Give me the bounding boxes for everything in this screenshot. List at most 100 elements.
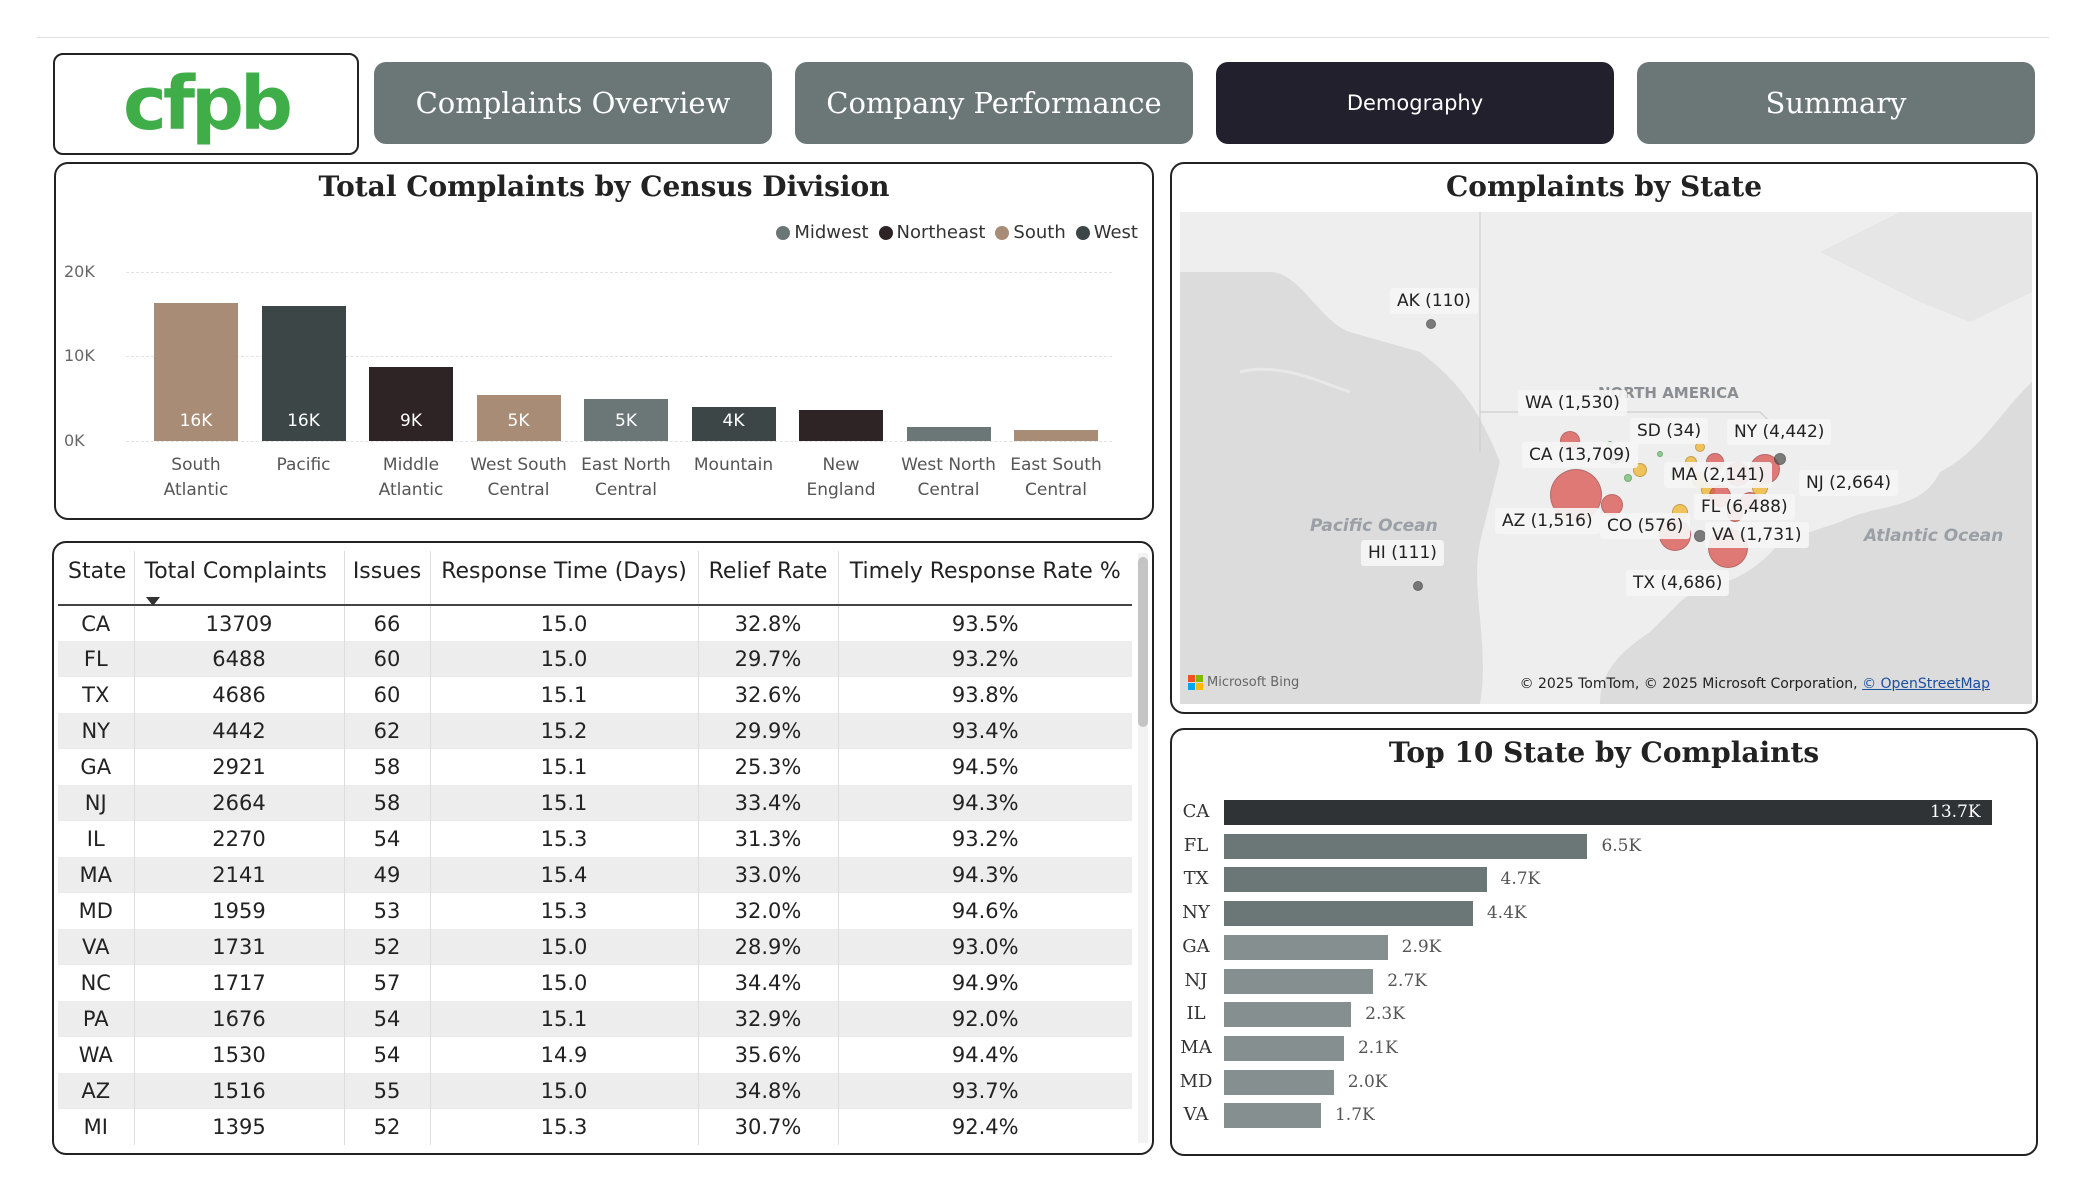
state-axis-label: MD xyxy=(1179,1070,1213,1092)
division-bar[interactable] xyxy=(1014,430,1098,441)
column-header-state[interactable]: State xyxy=(58,551,135,606)
map-label-az[interactable]: AZ (1,516) xyxy=(1495,508,1600,534)
cell-total-complaints: 13709 xyxy=(134,605,345,641)
state-bubble[interactable] xyxy=(1426,319,1436,329)
cell-total-complaints: 4686 xyxy=(134,677,345,713)
scrollbar-track[interactable] xyxy=(1138,553,1148,1143)
scrollbar-thumb[interactable] xyxy=(1138,557,1148,727)
legend-label: Northeast xyxy=(896,222,986,243)
map-label-ak[interactable]: AK (110) xyxy=(1390,288,1478,314)
cell-total-complaints: 2921 xyxy=(134,749,345,785)
state-bubble[interactable] xyxy=(1657,451,1663,457)
map-label-fl[interactable]: FL (6,488) xyxy=(1694,494,1795,520)
nav-company-performance-button[interactable]: Company Performance xyxy=(795,62,1193,144)
cell-relief-rate: 35.6% xyxy=(698,1037,839,1073)
map-label-tx[interactable]: TX (4,686) xyxy=(1626,570,1730,596)
cell-state: MA xyxy=(58,857,135,893)
top10-bar[interactable] xyxy=(1224,1103,1321,1129)
top10-panel: Top 10 State by Complaints CA 13.7K FL 6.5K… xyxy=(1170,728,2038,1156)
top10-bar[interactable] xyxy=(1224,901,1473,927)
legend-item-west[interactable]: West xyxy=(1075,222,1138,243)
map-label-ca[interactable]: CA (13,709) xyxy=(1522,442,1638,468)
nav-complaints-overview-button[interactable]: Complaints Overview xyxy=(374,62,772,144)
ocean-label-pacific: Pacific Ocean xyxy=(1310,516,1438,536)
bar-data-label: 16K xyxy=(287,411,320,431)
cell-relief-rate: 31.3% xyxy=(698,821,839,857)
table-header-row: State Total Complaints Issues Response T… xyxy=(58,551,1132,606)
state-bubble[interactable] xyxy=(1413,581,1423,591)
column-header-timely-response[interactable]: Timely Response Rate % xyxy=(838,551,1132,606)
top10-bar[interactable] xyxy=(1224,968,1374,994)
map-label-ma[interactable]: MA (2,141) xyxy=(1664,462,1772,488)
legend-dot-icon xyxy=(878,225,893,240)
cell-timely-response: 94.6% xyxy=(951,899,1019,923)
y-tick-label: 20K xyxy=(64,262,95,281)
column-header-response-time[interactable]: Response Time (Days) xyxy=(430,551,699,606)
legend-item-midwest[interactable]: Midwest xyxy=(776,222,869,243)
nav-summary-button[interactable]: Summary xyxy=(1637,62,2035,144)
cell-response-time: 15.2 xyxy=(430,713,699,749)
cell-timely-response: 94.3% xyxy=(838,857,1132,893)
table-row[interactable]: FL 6488 60 15.0 29.7% 93.2% xyxy=(58,641,1132,677)
division-chart-title: Total Complaints by Census Division xyxy=(318,170,890,203)
cell-relief-rate: 33.0% xyxy=(698,857,839,893)
division-bar[interactable] xyxy=(261,305,346,441)
table-row[interactable]: MA 2141 49 15.4 33.0% 94.3% xyxy=(58,857,1132,893)
state-bubble[interactable] xyxy=(1624,474,1632,482)
top10-bar[interactable] xyxy=(1224,934,1388,960)
nav-demography-button[interactable]: Demography xyxy=(1216,62,1614,144)
table-row[interactable]: AZ 1516 55 15.0 34.8% 93.7% xyxy=(58,1073,1132,1109)
top10-bar[interactable] xyxy=(1224,833,1588,859)
map-label-sd[interactable]: SD (34) xyxy=(1630,418,1709,444)
division-bar[interactable] xyxy=(154,303,238,441)
map-label-hi[interactable]: HI (111) xyxy=(1361,540,1444,566)
division-bar[interactable] xyxy=(369,367,453,441)
table-row[interactable]: MI 1395 52 15.3 30.7% 92.4% xyxy=(58,1109,1132,1145)
map-label-ny[interactable]: NY (4,442) xyxy=(1727,419,1832,445)
state-map[interactable]: NORTH AMERICA Pacific Ocean Atlantic Oce… xyxy=(1180,212,2032,704)
table-row[interactable]: PA 1676 54 15.1 32.9% 92.0% xyxy=(58,1001,1132,1037)
column-header-total-complaints[interactable]: Total Complaints xyxy=(134,551,345,606)
state-bubble[interactable] xyxy=(1774,453,1786,465)
openstreetmap-link[interactable]: © OpenStreetMap xyxy=(1862,676,1990,692)
sort-descending-icon[interactable] xyxy=(146,597,160,606)
column-header-relief-rate[interactable]: Relief Rate xyxy=(698,551,839,606)
top10-bar[interactable] xyxy=(1224,1069,1334,1095)
map-label-co[interactable]: CO (576) xyxy=(1600,513,1691,539)
top10-bar[interactable] xyxy=(1224,867,1487,893)
table-row[interactable]: TX 4686 60 15.1 32.6% 93.8% xyxy=(58,677,1132,713)
cell-relief-rate: 32.6% xyxy=(698,677,839,713)
table-row[interactable]: CA 13709 66 15.0 32.8% 93.5% xyxy=(58,605,1132,641)
legend-item-northeast[interactable]: Northeast xyxy=(878,222,986,243)
legend-item-south[interactable]: South xyxy=(995,222,1066,243)
bar-data-label: 16K xyxy=(179,411,213,431)
table-row[interactable]: GA 2921 58 15.1 25.3% 94.5% xyxy=(58,749,1132,785)
legend-dot-icon xyxy=(776,225,791,240)
table-row[interactable]: IL 2270 54 15.3 31.3% 93.2% xyxy=(58,821,1132,857)
cell-state: WA xyxy=(58,1037,135,1073)
table-row[interactable]: NC 1717 57 15.0 34.4% 94.9% xyxy=(58,965,1132,1001)
table-row[interactable]: WA 1530 54 14.9 35.6% 94.4% xyxy=(58,1037,1132,1073)
top10-bar[interactable] xyxy=(1224,1002,1352,1028)
map-label-va[interactable]: VA (1,731) xyxy=(1705,522,1809,548)
map-label-wa[interactable]: WA (1,530) xyxy=(1518,390,1627,416)
table-row[interactable]: MD 1959 53 15.3 32.0% 94.6% xyxy=(58,893,1132,929)
cell-issues: 54 xyxy=(344,1001,431,1037)
division-bar[interactable] xyxy=(691,407,776,441)
table-row[interactable]: NY 4442 62 15.2 29.9% 93.4% xyxy=(58,713,1132,749)
bar-data-label: 4.4K xyxy=(1486,903,1527,924)
table-row[interactable]: NJ 2664 58 15.1 33.4% 94.3% xyxy=(58,785,1132,821)
cell-response-time: 15.4 xyxy=(430,857,699,893)
top10-bar[interactable] xyxy=(1224,800,1992,825)
column-header-issues[interactable]: Issues xyxy=(344,551,431,606)
division-bar[interactable] xyxy=(799,409,883,441)
state-axis-label: MA xyxy=(1180,1036,1212,1058)
division-bar[interactable] xyxy=(906,427,991,441)
top10-bar[interactable] xyxy=(1224,1035,1344,1061)
division-bar[interactable] xyxy=(476,394,561,441)
table-row[interactable]: VA 1731 52 15.0 28.9% 93.0% xyxy=(58,929,1132,965)
map-label-nj[interactable]: NJ (2,664) xyxy=(1799,470,1899,496)
y-tick-label: 10K xyxy=(64,346,95,365)
gridline xyxy=(126,272,1112,273)
division-bar[interactable] xyxy=(584,398,668,441)
